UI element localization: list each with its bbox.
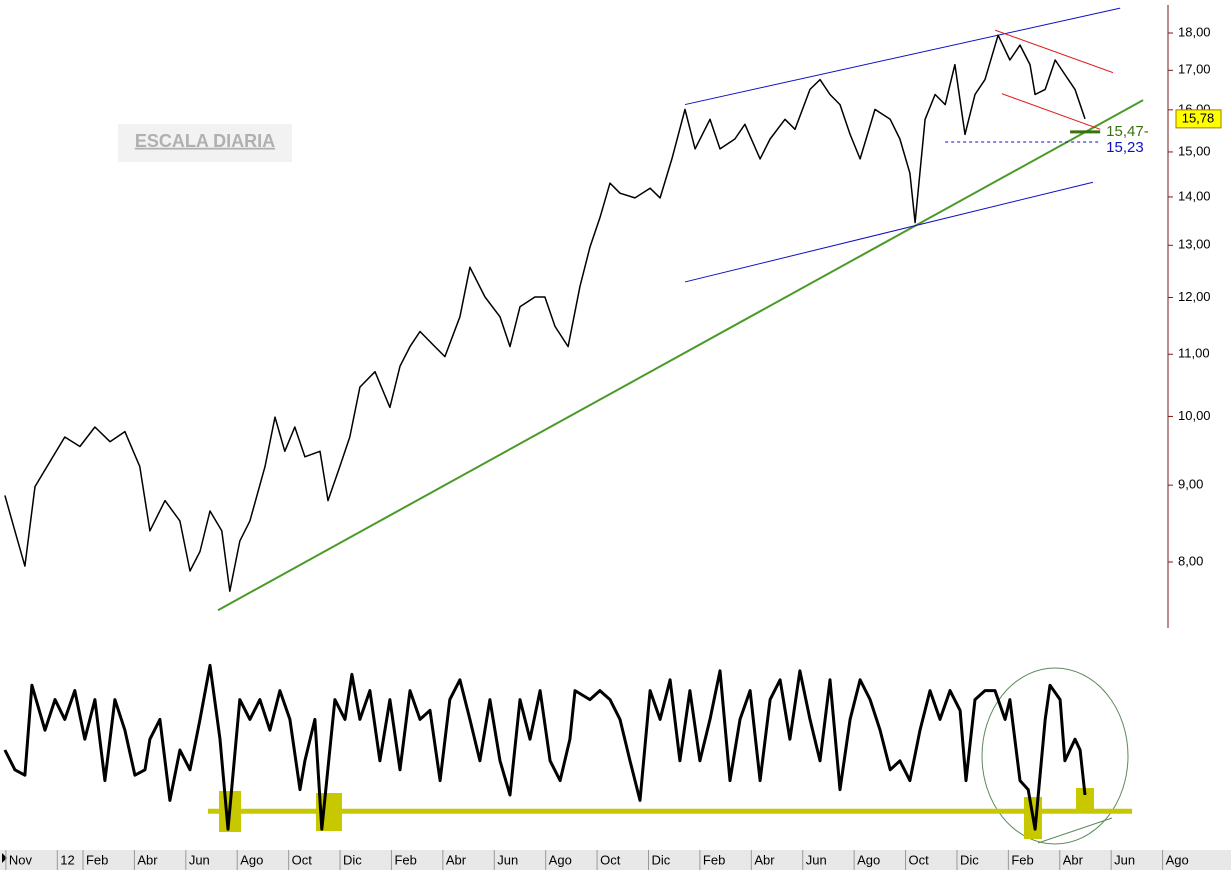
x-tick-label: Ago xyxy=(1166,852,1189,867)
x-tick-label: Feb xyxy=(86,852,108,867)
x-tick-label: Jun xyxy=(189,852,210,867)
y-tick-label: 10,00 xyxy=(1178,408,1211,423)
level-label: 15,23 xyxy=(1106,139,1144,156)
y-tick-label: 11,00 xyxy=(1178,346,1210,361)
last-price-box xyxy=(1175,109,1222,129)
y-tick-label: 8,00 xyxy=(1178,553,1203,568)
x-tick-label: Dic xyxy=(960,852,979,867)
x-tick-label: Oct xyxy=(292,852,313,867)
x-axis-bar xyxy=(0,850,1231,870)
y-tick-label: 17,00 xyxy=(1178,62,1211,77)
trend-line xyxy=(684,181,1094,283)
x-tick-label: Oct xyxy=(909,852,930,867)
x-tick-label: Jun xyxy=(1114,852,1135,867)
x-tick-label: Feb xyxy=(394,852,416,867)
scroll-arrow[interactable] xyxy=(2,853,7,863)
price-line xyxy=(3,663,1087,831)
trend-line xyxy=(994,29,1114,74)
price-line xyxy=(4,34,1086,592)
y-tick-label: 15,00 xyxy=(1178,143,1211,158)
trend-line xyxy=(217,99,1144,612)
y-tick-label: 18,00 xyxy=(1178,24,1211,39)
chart-title: ESCALA DIARIA xyxy=(135,131,275,151)
x-tick-label: 12 xyxy=(60,852,74,867)
trend-line xyxy=(1001,93,1101,130)
x-tick-label: Dic xyxy=(651,852,670,867)
x-tick-label: Abr xyxy=(137,852,158,867)
y-tick-label: 12,00 xyxy=(1178,289,1211,304)
y-tick-label: 13,00 xyxy=(1178,237,1211,252)
x-tick-label: Jun xyxy=(806,852,827,867)
x-tick-label: Dic xyxy=(343,852,362,867)
x-tick-label: Ago xyxy=(857,852,880,867)
x-tick-label: Feb xyxy=(703,852,725,867)
x-tick-label: Jun xyxy=(497,852,518,867)
x-tick-label: Ago xyxy=(240,852,263,867)
x-tick-label: Nov xyxy=(9,852,33,867)
last-price-label: 15,78 xyxy=(1182,110,1215,125)
y-tick-label: 9,00 xyxy=(1178,477,1203,492)
x-tick-label: Abr xyxy=(446,852,467,867)
highlight-circle xyxy=(981,667,1129,845)
y-tick-label: 14,00 xyxy=(1178,188,1211,203)
x-tick-label: Abr xyxy=(754,852,775,867)
x-tick-label: Feb xyxy=(1011,852,1033,867)
x-tick-label: Oct xyxy=(600,852,621,867)
highlight-box xyxy=(1076,788,1094,812)
x-tick-label: Ago xyxy=(549,852,572,867)
trend-line xyxy=(684,7,1121,106)
title-box xyxy=(118,124,292,162)
divergence-line xyxy=(1037,817,1113,844)
level-label: 15,47- xyxy=(1106,123,1149,140)
x-tick-label: Abr xyxy=(1063,852,1084,867)
